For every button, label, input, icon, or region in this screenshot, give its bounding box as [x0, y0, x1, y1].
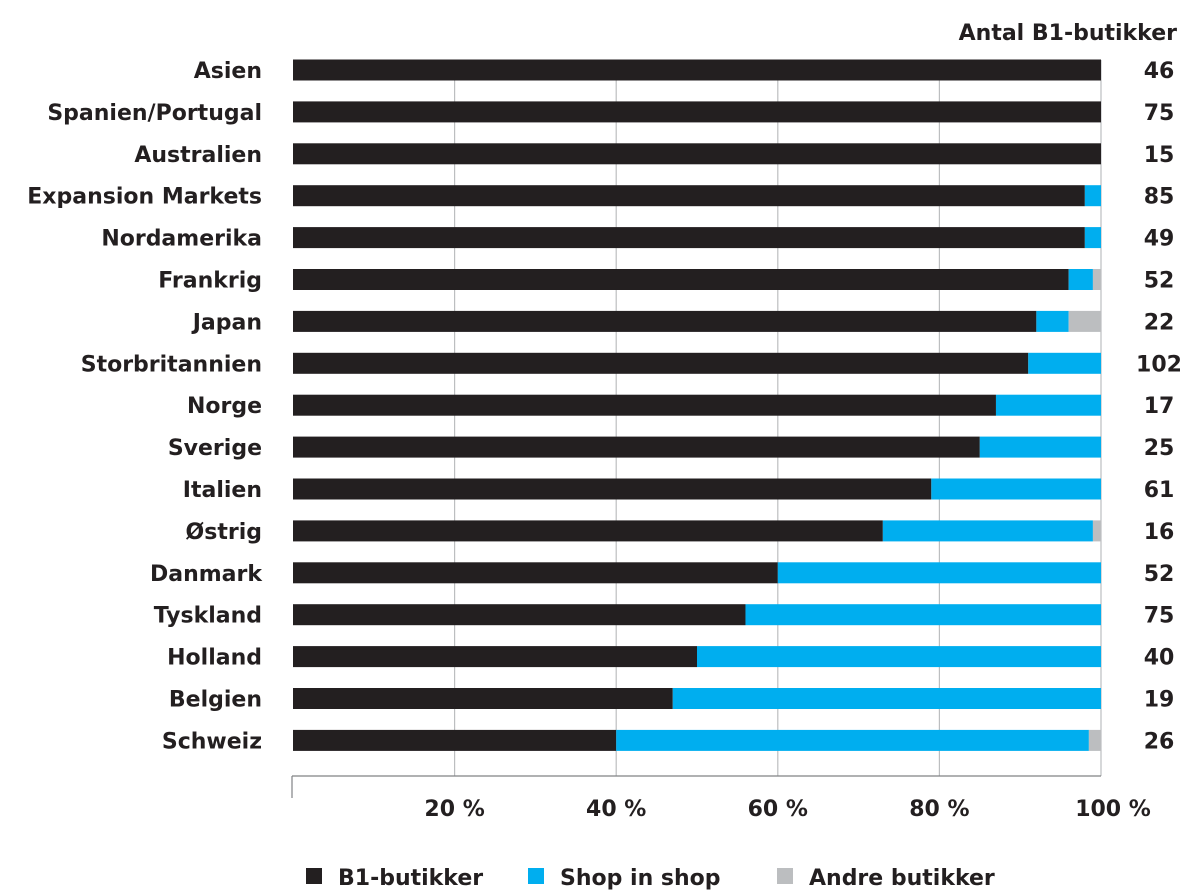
category-label: Østrig: [186, 520, 262, 545]
bar-2-4: [1084, 185, 1101, 207]
bar-1-9: [293, 394, 996, 416]
bars: [293, 59, 1101, 751]
category-label: Sverige: [168, 436, 262, 461]
category-labels: Asien Spanien/Portugal Australien Expansion…: [27, 59, 263, 754]
category-label: Asien: [194, 59, 262, 84]
category-label: Tyskland: [154, 604, 262, 629]
count-label: 40: [1144, 646, 1175, 671]
category-label: Norge: [187, 394, 262, 419]
category-label: Japan: [191, 310, 262, 335]
bar-2-17: [616, 729, 1089, 751]
bar-1-2: [293, 101, 1101, 123]
category-label: Australien: [134, 143, 262, 168]
count-label: 19: [1144, 688, 1175, 713]
legend-swatch-2: [528, 868, 544, 884]
count-label: 46: [1144, 59, 1175, 84]
bar-2-5: [1084, 227, 1101, 249]
x-axis: [291, 775, 1101, 798]
bar-2-9: [995, 394, 1101, 416]
count-label: 102: [1136, 352, 1180, 377]
bar-2-6: [1068, 269, 1093, 290]
bar-2-10: [979, 436, 1101, 458]
category-label: Italien: [183, 478, 262, 503]
x-tick-label: 80 %: [909, 797, 969, 822]
right-column-title: Antal B1-butikker: [959, 21, 1178, 46]
category-label: Belgien: [169, 688, 262, 713]
count-label: 17: [1144, 394, 1175, 419]
bar-2-7: [1036, 310, 1069, 332]
bar-2-14: [745, 604, 1101, 626]
count-label: 75: [1144, 604, 1175, 629]
bar-1-11: [293, 478, 932, 500]
bar-1-5: [293, 227, 1085, 249]
legend-swatch-1: [306, 868, 322, 884]
grid-lines: [454, 60, 1102, 776]
bar-1-3: [293, 143, 1101, 165]
count-label: 52: [1144, 562, 1175, 587]
bar-1-8: [293, 352, 1029, 374]
count-label: 26: [1144, 729, 1175, 754]
bar-1-7: [293, 310, 1037, 332]
count-label: 85: [1144, 185, 1175, 210]
bar-1-16: [293, 688, 673, 709]
legend: B1-butikker Shop in shop Andre butikker: [306, 866, 995, 891]
bar-2-16: [672, 688, 1101, 709]
count-label: 22: [1144, 310, 1175, 335]
category-label: Danmark: [150, 562, 263, 587]
bar-1-4: [293, 185, 1085, 207]
legend-label-1: B1-butikker: [338, 866, 483, 891]
x-tick-label: 100 %: [1075, 797, 1151, 822]
x-tick-label: 20 %: [424, 797, 484, 822]
category-label: Holland: [167, 646, 262, 671]
count-label: 75: [1144, 101, 1175, 126]
legend-swatch-3: [777, 868, 793, 884]
bar-1-1: [293, 59, 1101, 81]
bar-1-10: [293, 436, 980, 458]
count-label: 61: [1144, 478, 1175, 503]
category-label: Storbritannien: [81, 352, 262, 377]
bar-3-6: [1092, 269, 1101, 290]
category-label: Spanien/Portugal: [47, 101, 262, 126]
count-label: 52: [1144, 269, 1175, 294]
bar-1-12: [293, 520, 883, 542]
count-labels: 46 75 15 85 49 52 22 102 17 25 61 16 52 75 40 19 26: [1136, 59, 1180, 754]
bar-3-7: [1068, 310, 1101, 332]
legend-label-2: Shop in shop: [560, 866, 721, 891]
count-label: 49: [1144, 227, 1175, 252]
category-label: Expansion Markets: [27, 185, 262, 210]
count-label: 16: [1144, 520, 1175, 545]
x-tick-label: 40 %: [586, 797, 646, 822]
legend-label-3: Andre butikker: [809, 866, 995, 891]
category-label: Schweiz: [162, 729, 262, 754]
bar-3-17: [1088, 729, 1101, 751]
bar-1-17: [293, 729, 617, 751]
bar-1-14: [293, 604, 746, 626]
bar-2-12: [882, 520, 1093, 542]
bar-2-8: [1028, 352, 1101, 374]
bar-2-13: [777, 562, 1101, 584]
bar-1-6: [293, 269, 1069, 290]
bar-3-12: [1092, 520, 1101, 542]
x-tick-labels: 20 % 40 % 60 % 80 % 100 %: [424, 797, 1150, 822]
bar-2-15: [697, 646, 1101, 668]
bar-1-13: [293, 562, 778, 584]
x-tick-label: 60 %: [748, 797, 808, 822]
bar-2-11: [931, 478, 1101, 500]
count-label: 25: [1144, 436, 1175, 461]
category-label: Nordamerika: [101, 227, 262, 252]
category-label: Frankrig: [158, 269, 262, 294]
count-label: 15: [1144, 143, 1175, 168]
bar-1-15: [293, 646, 697, 668]
